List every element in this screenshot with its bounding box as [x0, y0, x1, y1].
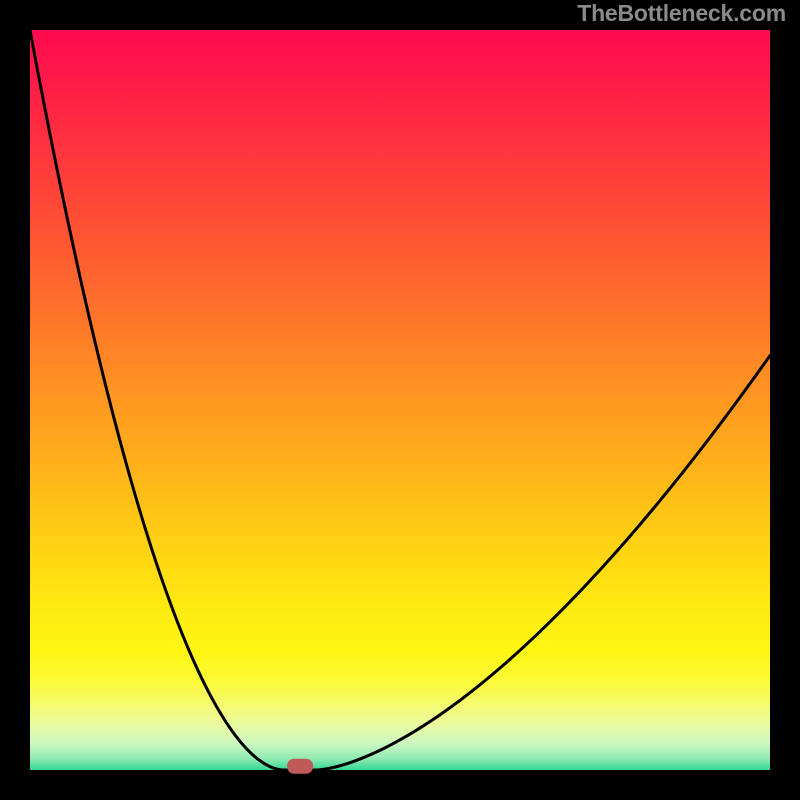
chart-stage: TheBottleneck.com	[0, 0, 800, 800]
plot-background	[30, 30, 770, 770]
attribution-watermark: TheBottleneck.com	[577, 0, 786, 27]
chart-svg	[0, 0, 800, 800]
apex-marker	[287, 759, 313, 774]
